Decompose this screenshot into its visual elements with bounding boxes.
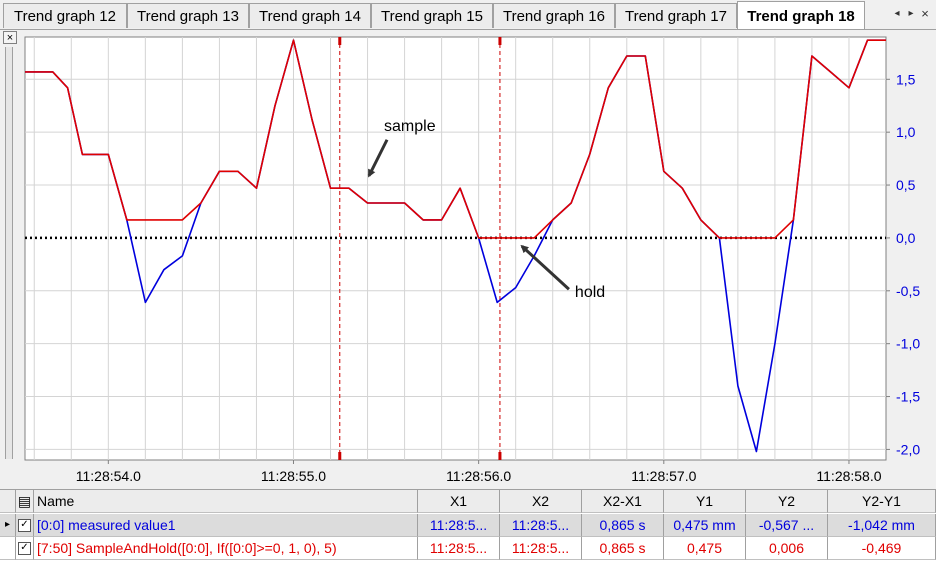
y-tick-label: -1,0 — [896, 336, 920, 352]
annotation-arrow-sample — [367, 139, 389, 178]
row-y2: 0,006 — [746, 537, 828, 560]
header-name[interactable]: Name — [34, 490, 418, 513]
checkbox-checked-icon[interactable]: ✓ — [18, 518, 31, 532]
row-indicator-icon — [0, 537, 16, 560]
x-tick-label: 11:28:57.0 — [631, 468, 696, 484]
row-y1: 0,475 — [664, 537, 746, 560]
y-tick-label: 1,5 — [896, 71, 916, 87]
panel-close-icon[interactable]: × — [3, 31, 17, 44]
row-indicator-icon: ▸ — [0, 514, 16, 537]
row-dy: -0,469 — [828, 537, 936, 560]
table-row[interactable]: ▸ ✓ [0:0] measured value1 11:28:5... 11:… — [0, 514, 936, 537]
row-checkbox[interactable]: ✓ — [16, 537, 34, 560]
x-tick-label: 11:28:56.0 — [446, 468, 511, 484]
tab-trend-graph-12[interactable]: Trend graph 12 — [3, 3, 127, 28]
tab-trend-graph-16[interactable]: Trend graph 16 — [493, 3, 615, 28]
plot-area[interactable] — [24, 36, 887, 461]
annotation-sample: sample — [384, 118, 436, 135]
y-tick-label: 0,0 — [896, 230, 916, 246]
x-tick-label: 11:28:58.0 — [816, 468, 881, 484]
x-tick-label: 11:28:55.0 — [261, 468, 326, 484]
tab-trend-graph-18[interactable]: Trend graph 18 — [737, 1, 865, 29]
tab-scroll-left-icon[interactable]: ◂ — [894, 8, 900, 19]
series-line-2 — [25, 39, 886, 239]
row-x1: 11:28:5... — [418, 537, 500, 560]
tab-trend-graph-15[interactable]: Trend graph 15 — [371, 3, 493, 28]
table-row[interactable]: ✓ [7:50] SampleAndHold([0:0], If([0:0]>=… — [0, 537, 936, 560]
header-indicator — [0, 490, 16, 513]
row-checkbox[interactable]: ✓ — [16, 514, 34, 537]
header-dx[interactable]: X2-X1 — [582, 490, 664, 513]
header-dy[interactable]: Y2-Y1 — [828, 490, 936, 513]
cursor-handle-top[interactable] — [498, 37, 502, 45]
row-name: [7:50] SampleAndHold([0:0], If([0:0]>=0,… — [34, 537, 418, 560]
tab-close-icon[interactable]: × — [921, 6, 929, 21]
y-tick-label: -1,5 — [896, 389, 920, 405]
annotation-hold: hold — [575, 284, 605, 301]
row-y2: -0,567 ... — [746, 514, 828, 537]
row-dx: 0,865 s — [582, 537, 664, 560]
row-x2: 11:28:5... — [500, 514, 582, 537]
tab-trend-graph-17[interactable]: Trend graph 17 — [615, 3, 737, 28]
vertical-splitter[interactable] — [5, 47, 13, 459]
annotation-arrow-hold — [520, 244, 570, 291]
row-name: [0:0] measured value1 — [34, 514, 418, 537]
header-x1[interactable]: X1 — [418, 490, 500, 513]
header-y2[interactable]: Y2 — [746, 490, 828, 513]
header-y1[interactable]: Y1 — [664, 490, 746, 513]
tab-trend-graph-13[interactable]: Trend graph 13 — [127, 3, 249, 28]
header-x2[interactable]: X2 — [500, 490, 582, 513]
row-x2: 11:28:5... — [500, 537, 582, 560]
row-dy: -1,042 mm — [828, 514, 936, 537]
signal-table: ▤ Name X1 X2 X2-X1 Y1 Y2 Y2-Y1 ▸ ✓ [0:0]… — [0, 489, 936, 564]
cursor-handle-top[interactable] — [338, 37, 342, 45]
y-tick-label: -2,0 — [896, 441, 920, 457]
cursor-handle-bottom[interactable] — [498, 452, 502, 460]
y-tick-label: 0,5 — [896, 177, 916, 193]
x-tick-label: 11:28:54.0 — [76, 468, 141, 484]
y-tick-label: -0,5 — [896, 283, 920, 299]
checkbox-checked-icon[interactable]: ✓ — [18, 541, 31, 555]
row-x1: 11:28:5... — [418, 514, 500, 537]
tab-bar: Trend graph 12 Trend graph 13 Trend grap… — [0, 0, 936, 30]
cursor-handle-bottom[interactable] — [338, 452, 342, 460]
trend-chart[interactable]: sample hold -2,0 -1,5 -1,0 -0,5 0,0 0,5 1,0 1,5 … — [20, 30, 936, 490]
header-config-icon[interactable]: ▤ — [16, 490, 34, 513]
tab-scroll-right-icon[interactable]: ▸ — [908, 8, 914, 19]
table-header: ▤ Name X1 X2 X2-X1 Y1 Y2 Y2-Y1 — [0, 490, 936, 513]
tab-trend-graph-14[interactable]: Trend graph 14 — [249, 3, 371, 28]
row-y1: 0,475 mm — [664, 514, 746, 537]
y-tick-label: 1,0 — [896, 124, 916, 140]
row-dx: 0,865 s — [582, 514, 664, 537]
